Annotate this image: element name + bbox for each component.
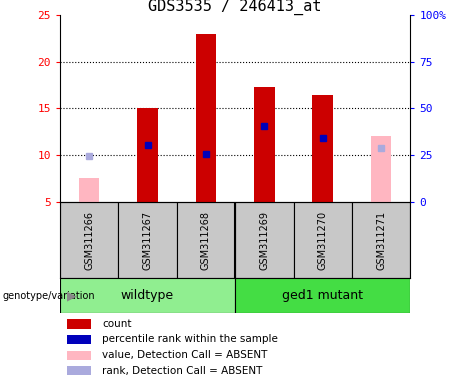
Bar [313, 94, 333, 202]
Bar [294, 202, 352, 278]
Text: GSM311267: GSM311267 [142, 210, 153, 270]
Title: GDS3535 / 246413_at: GDS3535 / 246413_at [148, 0, 322, 15]
Text: GSM311270: GSM311270 [318, 210, 328, 270]
Bar [118, 202, 177, 278]
Bar [67, 351, 91, 360]
Bar [79, 178, 100, 202]
Text: ged1 mutant: ged1 mutant [282, 289, 363, 302]
Bar [137, 109, 158, 202]
Text: rank, Detection Call = ABSENT: rank, Detection Call = ABSENT [102, 366, 262, 376]
Bar [254, 87, 275, 202]
Text: genotype/variation: genotype/variation [2, 291, 95, 301]
Bar [352, 202, 410, 278]
Bar [195, 34, 216, 202]
Text: GSM311266: GSM311266 [84, 210, 94, 270]
Bar [67, 366, 91, 376]
Text: count: count [102, 319, 131, 329]
Bar [67, 335, 91, 344]
Bar [177, 202, 235, 278]
Text: GSM311271: GSM311271 [376, 210, 386, 270]
Bar [235, 278, 410, 313]
Text: percentile rank within the sample: percentile rank within the sample [102, 334, 278, 344]
Bar [60, 278, 235, 313]
Text: GSM311268: GSM311268 [201, 210, 211, 270]
Bar [371, 136, 391, 202]
Bar [235, 202, 294, 278]
Bar [60, 202, 118, 278]
Text: value, Detection Call = ABSENT: value, Detection Call = ABSENT [102, 350, 267, 360]
Bar [67, 319, 91, 329]
Text: GSM311269: GSM311269 [259, 210, 269, 270]
Text: wildtype: wildtype [121, 289, 174, 302]
Text: ▶: ▶ [67, 289, 77, 302]
